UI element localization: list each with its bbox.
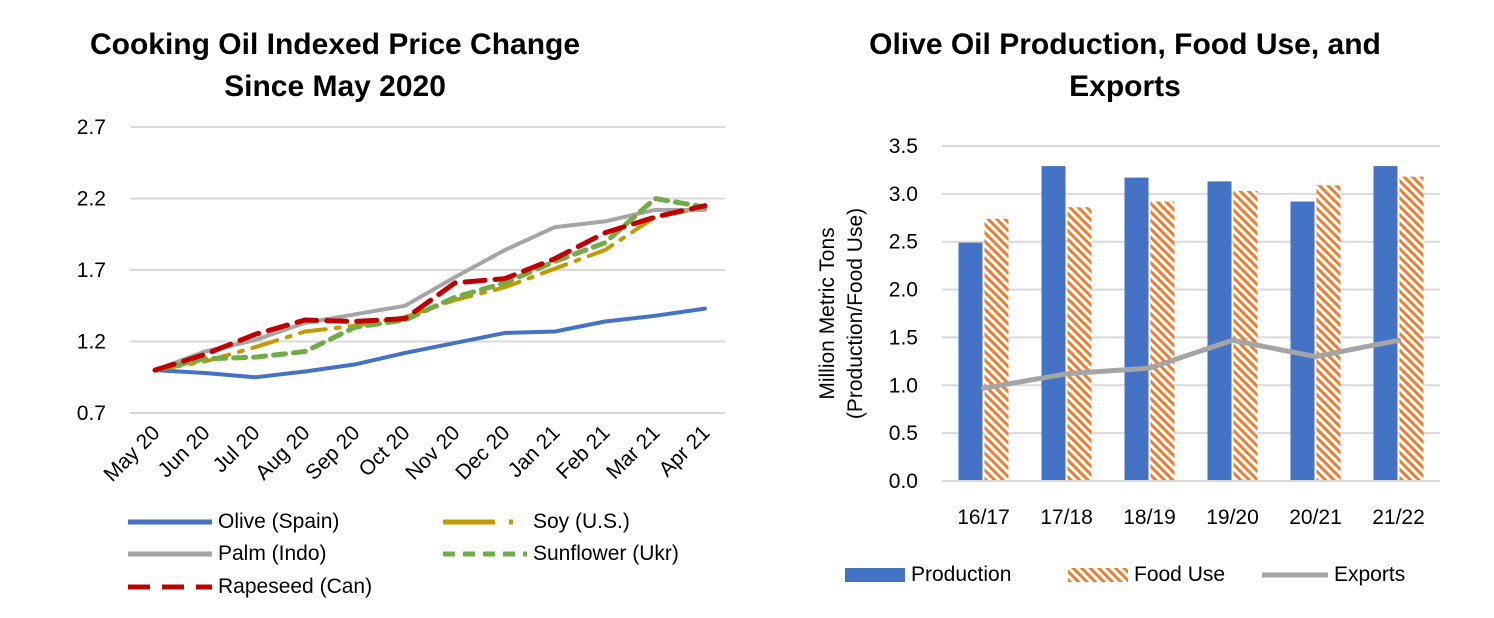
- legend-swatch-sunflower: [443, 551, 527, 557]
- y-tick-label: 2.5: [889, 231, 918, 254]
- olive-chart-title-line2: Exports: [1069, 70, 1181, 103]
- legend-item-palm: Palm (Indo): [128, 542, 327, 566]
- legend-label-soy: Soy (U.S.): [533, 510, 630, 533]
- y-axis-label: Million Metric Tons (Production/Food Use): [816, 208, 867, 419]
- legend-label-production: Production: [911, 563, 1012, 586]
- x-tick-label: May 20: [100, 421, 165, 486]
- bar-food-use: [984, 218, 1009, 481]
- x-tick-label: 18/19: [1123, 506, 1176, 529]
- price-chart-title-line1: Cooking Oil Indexed Price Change: [89, 28, 581, 61]
- x-tick-label: Sep 20: [301, 421, 364, 484]
- series-line-rapeseed-can: [152, 203, 708, 373]
- x-tick-label: 20/21: [1289, 506, 1342, 529]
- price-chart-title: Cooking Oil Indexed Price Change Since M…: [70, 24, 600, 108]
- y-tick-label: 2.7: [77, 116, 106, 139]
- legend-item-soy: Soy (U.S.): [443, 510, 630, 534]
- bar-food-use: [1399, 176, 1424, 481]
- y-tick-label: 3.0: [889, 183, 918, 206]
- legend-label-rapeseed: Rapeseed (Can): [218, 575, 373, 598]
- legend-label-food-use: Food Use: [1134, 563, 1226, 586]
- legend-swatch-soy: [443, 519, 527, 525]
- bar-food-use: [1316, 185, 1341, 481]
- x-tick-label: Mar 21: [602, 421, 664, 483]
- legend-item-olive: Olive (Spain): [128, 510, 339, 534]
- series-line-sunflower-ukr: [152, 196, 708, 373]
- x-tick-label: 19/20: [1206, 506, 1259, 529]
- series-line-soy-u-s: [153, 205, 707, 373]
- x-tick-label: 16/17: [957, 506, 1010, 529]
- legend-swatch-production: [845, 568, 905, 582]
- y-tick-label: 1.5: [889, 326, 918, 349]
- y-tick-label: 0.0: [889, 470, 918, 493]
- y-tick-label: 2.0: [889, 279, 918, 302]
- olive-chart-title-line1: Olive Oil Production, Food Use, and: [869, 28, 1381, 61]
- x-tick-label: Feb 21: [552, 421, 615, 484]
- legend-item-exports: Exports: [1262, 563, 1405, 587]
- y-tick-label: 3.5: [889, 135, 918, 158]
- bar-food-use: [1150, 201, 1175, 481]
- bar-production: [1041, 166, 1066, 481]
- legend-item-production: Production: [845, 563, 1011, 587]
- legend-swatch-exports: [1262, 572, 1328, 578]
- legend-label-palm: Palm (Indo): [218, 542, 327, 565]
- price-chart-title-line2: Since May 2020: [224, 70, 446, 103]
- y-tick-label: 1.7: [77, 259, 106, 282]
- y-tick-label: 2.2: [77, 188, 106, 211]
- olive-chart-title: Olive Oil Production, Food Use, and Expo…: [800, 24, 1450, 108]
- legend-item-rapeseed: Rapeseed (Can): [128, 575, 372, 599]
- y-tick-label: 0.5: [889, 422, 918, 445]
- x-tick-label: Apr 21: [655, 421, 715, 481]
- bar-production: [1373, 166, 1398, 481]
- x-tick-label: Nov 20: [401, 421, 464, 484]
- olive-oil-chart: Olive Oil Production, Food Use, and Expo…: [750, 0, 1494, 618]
- bar-production: [1124, 177, 1149, 482]
- y-tick-label: 1.2: [77, 331, 106, 354]
- x-tick-label: Aug 20: [251, 421, 314, 484]
- y-axis-label-line1: Million Metric Tons: [816, 227, 839, 399]
- legend-swatch-palm: [128, 551, 212, 557]
- bar-food-use: [1067, 207, 1092, 481]
- series-line-palm-indo: [153, 207, 707, 373]
- legend-label-exports: Exports: [1334, 563, 1406, 586]
- legend-item-food-use: Food Use: [1068, 563, 1225, 587]
- series-line-exports: [981, 337, 1401, 391]
- y-axis-label-line2: (Production/Food Use): [844, 208, 867, 419]
- bar-production: [1290, 201, 1315, 481]
- legend-swatch-food-use: [1068, 568, 1128, 582]
- x-tick-label: 21/22: [1372, 506, 1425, 529]
- x-tick-label: Jan 21: [504, 421, 565, 482]
- legend-label-sunflower: Sunflower (Ukr): [533, 542, 679, 565]
- x-tick-label: Jun 20: [154, 421, 215, 482]
- bar-production: [1207, 181, 1232, 481]
- bar-food-use: [1233, 190, 1258, 481]
- y-tick-label: 0.7: [77, 402, 106, 425]
- legend-item-sunflower: Sunflower (Ukr): [443, 542, 679, 566]
- legend-label-olive: Olive (Spain): [218, 510, 340, 533]
- bar-production: [958, 242, 983, 481]
- x-tick-label: Dec 20: [451, 421, 514, 484]
- legend-swatch-rapeseed: [128, 584, 212, 590]
- series-line-olive-spain: [153, 306, 707, 380]
- price-change-chart: Cooking Oil Indexed Price Change Since M…: [0, 0, 740, 618]
- olive-chart-plot: 0.0 0.5 1.0 1.5 2.0 2.5 3.0 3.5 Million Metric T…: [816, 135, 1440, 529]
- y-tick-label: 1.0: [889, 374, 918, 397]
- legend-swatch-olive: [128, 519, 212, 525]
- x-tick-label: 17/18: [1040, 506, 1093, 529]
